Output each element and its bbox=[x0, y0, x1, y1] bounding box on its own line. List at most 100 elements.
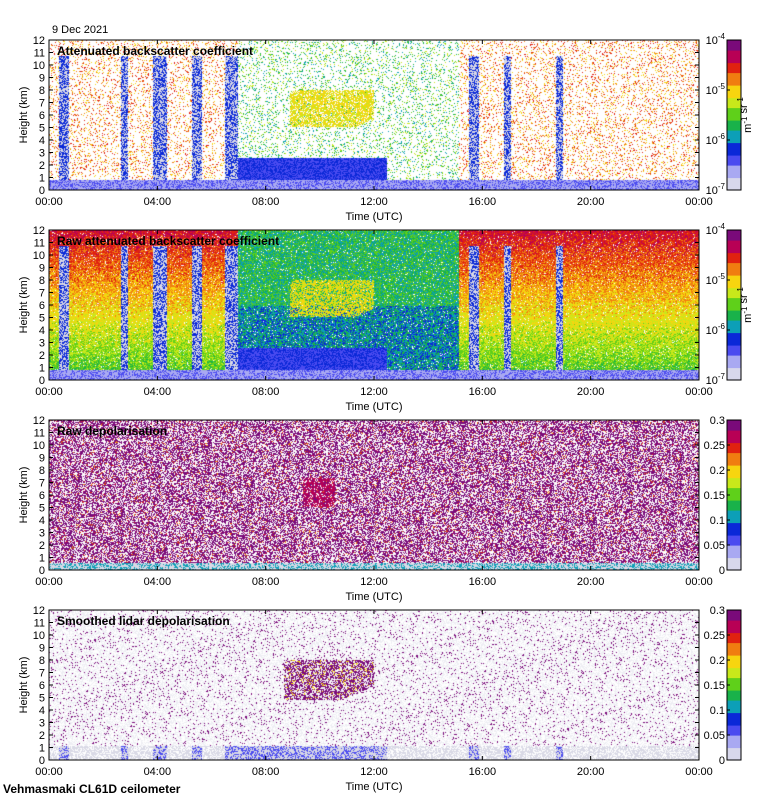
colorbar-segment bbox=[727, 515, 741, 519]
colorbar-segment bbox=[727, 117, 741, 121]
colorbar-segment bbox=[727, 185, 741, 189]
colorbar-segment bbox=[727, 175, 741, 179]
colorbar-segment bbox=[727, 42, 741, 46]
colorbar-segment bbox=[727, 187, 741, 191]
colorbar-segment bbox=[727, 360, 741, 364]
x-axis-label: Time (UTC) bbox=[345, 401, 402, 413]
y-tick-label: 1 bbox=[39, 743, 45, 755]
colorbar-segment bbox=[727, 442, 741, 446]
colorbar-segment bbox=[727, 635, 741, 639]
colorbar-segment bbox=[727, 105, 741, 109]
colorbar-segment bbox=[727, 475, 741, 479]
colorbar-segment bbox=[727, 447, 741, 451]
colorbar-segment bbox=[727, 542, 741, 546]
x-tick-label: 20:00 bbox=[577, 386, 605, 398]
colorbar-segment bbox=[727, 127, 741, 131]
colorbar-segment bbox=[727, 507, 741, 511]
colorbar-segment bbox=[727, 427, 741, 431]
colorbar-segment bbox=[727, 92, 741, 96]
colorbar-segment bbox=[727, 525, 741, 529]
colorbar-segment bbox=[727, 82, 741, 86]
y-tick-label: 4 bbox=[39, 325, 45, 337]
y-tick-label: 7 bbox=[39, 98, 45, 110]
colorbar-segment bbox=[727, 545, 741, 549]
colorbar-segment bbox=[727, 455, 741, 459]
colorbar-segment bbox=[727, 337, 741, 341]
y-tick-label: 0 bbox=[39, 375, 45, 387]
colorbar-segment bbox=[727, 655, 741, 659]
colorbar-segment bbox=[727, 347, 741, 351]
colorbar-segment bbox=[727, 57, 741, 61]
x-tick-label: 12:00 bbox=[360, 576, 388, 588]
colorbar-segment bbox=[727, 377, 741, 381]
colorbar-segment bbox=[727, 72, 741, 76]
y-tick-label: 2 bbox=[39, 730, 45, 742]
colorbar-segment bbox=[727, 497, 741, 501]
colorbar-segment bbox=[727, 280, 741, 284]
colorbar-segment bbox=[727, 467, 741, 471]
colorbar-segment bbox=[727, 95, 741, 99]
colorbar-segment bbox=[727, 307, 741, 311]
x-tick-label: 04:00 bbox=[144, 576, 172, 588]
panel-title: Smoothed lidar depolarisation bbox=[57, 614, 230, 628]
colorbar-segment bbox=[727, 692, 741, 696]
y-tick-label: 5 bbox=[39, 693, 45, 705]
y-tick-label: 5 bbox=[39, 123, 45, 135]
y-tick-label: 12 bbox=[33, 605, 45, 617]
colorbar-segment bbox=[727, 242, 741, 246]
colorbar-tick-label: 10-5 bbox=[706, 82, 726, 97]
colorbar-segment bbox=[727, 172, 741, 176]
colorbar-segment bbox=[727, 267, 741, 271]
x-axis-label: Time (UTC) bbox=[345, 591, 402, 603]
colorbar-segment bbox=[727, 317, 741, 321]
y-tick-label: 3 bbox=[39, 338, 45, 350]
y-tick-label: 9 bbox=[39, 453, 45, 465]
colorbar-segment bbox=[727, 370, 741, 374]
x-tick-label: 08:00 bbox=[252, 386, 280, 398]
colorbar-segment bbox=[727, 672, 741, 676]
colorbar-segment bbox=[727, 755, 741, 759]
colorbar-segment bbox=[727, 167, 741, 171]
colorbar-segment bbox=[727, 367, 741, 371]
colorbar-segment bbox=[727, 420, 741, 424]
colorbar-segment bbox=[727, 627, 741, 631]
y-tick-label: 5 bbox=[39, 503, 45, 515]
colorbar-segment bbox=[727, 322, 741, 326]
colorbar-segment bbox=[727, 262, 741, 266]
colorbar-segment bbox=[727, 737, 741, 741]
colorbar-tick-label: 10-7 bbox=[706, 182, 726, 197]
colorbar-segment bbox=[727, 552, 741, 556]
y-tick-label: 4 bbox=[39, 135, 45, 147]
colorbar-tick-label: 0.1 bbox=[710, 515, 725, 527]
heatmap-image bbox=[49, 40, 699, 190]
colorbar-segment bbox=[727, 310, 741, 314]
colorbar-segment bbox=[727, 472, 741, 476]
colorbar-segment bbox=[727, 710, 741, 714]
y-tick-label: 7 bbox=[39, 478, 45, 490]
colorbar-segment bbox=[727, 165, 741, 169]
colorbar-segment bbox=[727, 527, 741, 531]
x-tick-label: 12:00 bbox=[360, 386, 388, 398]
colorbar-segment bbox=[727, 245, 741, 249]
colorbar-segment bbox=[727, 707, 741, 711]
colorbar-segment bbox=[727, 302, 741, 306]
y-tick-label: 6 bbox=[39, 110, 45, 122]
colorbar-segment bbox=[727, 487, 741, 491]
colorbar-segment bbox=[727, 637, 741, 641]
colorbar-segment bbox=[727, 730, 741, 734]
x-tick-label: 04:00 bbox=[144, 386, 172, 398]
colorbar-segment bbox=[727, 670, 741, 674]
heatmap-image bbox=[49, 230, 699, 380]
y-tick-label: 12 bbox=[33, 35, 45, 47]
colorbar-segment bbox=[727, 145, 741, 149]
x-tick-label: 08:00 bbox=[252, 196, 280, 208]
colorbar-segment bbox=[727, 265, 741, 269]
x-tick-label: 20:00 bbox=[577, 196, 605, 208]
y-tick-label: 10 bbox=[33, 630, 45, 642]
colorbar-segment bbox=[727, 732, 741, 736]
y-tick-label: 3 bbox=[39, 528, 45, 540]
colorbar-segment bbox=[727, 610, 741, 614]
colorbar-tick-label: 10-6 bbox=[706, 132, 726, 147]
x-tick-label: 00:00 bbox=[35, 386, 63, 398]
